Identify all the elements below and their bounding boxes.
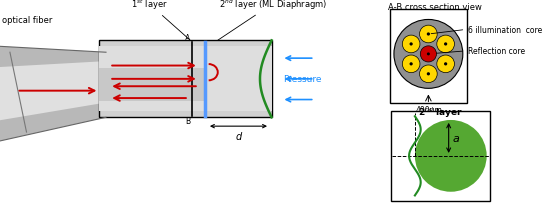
Circle shape [427, 73, 430, 76]
Bar [391, 111, 490, 201]
Text: 1$^{st}$ layer: 1$^{st}$ layer [131, 0, 190, 41]
Polygon shape [0, 62, 106, 121]
Bar [99, 69, 205, 102]
Bar [99, 47, 272, 112]
Bar [390, 10, 467, 104]
Circle shape [427, 33, 430, 36]
Circle shape [420, 26, 437, 44]
Circle shape [402, 36, 420, 54]
Circle shape [415, 120, 487, 192]
Text: a: a [453, 133, 460, 143]
Text: optical fiber: optical fiber [2, 16, 52, 25]
Circle shape [444, 43, 447, 46]
Text: Reflection core: Reflection core [431, 47, 526, 56]
Text: 2$^{nd}$ layer (ML Diaphragm): 2$^{nd}$ layer (ML Diaphragm) [217, 0, 327, 41]
Circle shape [427, 53, 430, 56]
Circle shape [410, 43, 413, 46]
Circle shape [420, 47, 437, 63]
Circle shape [437, 56, 454, 73]
Text: d: d [235, 131, 242, 141]
Text: 400μm: 400μm [416, 105, 443, 115]
Circle shape [420, 66, 437, 83]
Circle shape [444, 63, 447, 66]
Circle shape [437, 36, 454, 54]
Text: A: A [185, 34, 190, 43]
Circle shape [410, 63, 413, 66]
Circle shape [394, 20, 463, 89]
Text: B: B [185, 116, 190, 125]
Text: 2$^{nd}$ layer: 2$^{nd}$ layer [417, 105, 463, 119]
Text: Pressure: Pressure [283, 75, 322, 84]
Text: 6 illumination  core: 6 illumination core [431, 26, 543, 34]
Bar [99, 41, 272, 118]
Circle shape [402, 56, 420, 73]
Polygon shape [0, 47, 106, 141]
Text: A-B cross section view: A-B cross section view [388, 3, 482, 12]
